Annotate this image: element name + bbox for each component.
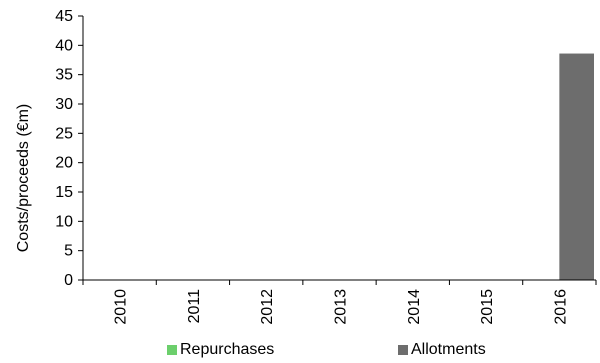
legend-swatch-repurchases — [167, 345, 177, 355]
legend: Repurchases Allotments — [0, 340, 600, 363]
x-tick-label: 2011 — [186, 289, 203, 324]
legend-item-allotments: Allotments — [398, 340, 486, 360]
chart: Costs/proceeds (€m) 0 5 10 15 20 25 30 35 40 45 2… — [15, 8, 597, 325]
y-tick-label: 0 — [64, 272, 73, 289]
x-tick-label: 2016 — [552, 289, 569, 325]
x-tick-label: 2015 — [479, 289, 496, 325]
y-tick-label: 35 — [55, 67, 73, 84]
y-tick-label: 20 — [55, 155, 73, 172]
legend-label-allotments: Allotments — [411, 341, 486, 358]
x-tick-label: 2014 — [406, 289, 423, 325]
y-tick-label: 40 — [55, 37, 73, 54]
bar-allotments-2016 — [559, 53, 594, 281]
x-tick-label: 2013 — [333, 289, 350, 325]
y-tick-label: 30 — [55, 96, 73, 113]
y-tick-label: 5 — [64, 243, 73, 260]
x-tick-label: 2010 — [113, 289, 130, 325]
y-tick-label: 15 — [55, 184, 73, 201]
legend-swatch-allotments — [398, 345, 408, 355]
bars — [559, 53, 594, 281]
y-tick-label: 10 — [55, 213, 73, 230]
x-axis-ticks: 2010 2011 2012 2013 2014 2015 2016 — [82, 280, 597, 325]
y-axis-ticks: 0 5 10 15 20 25 30 35 40 45 — [55, 8, 83, 289]
y-tick-label: 45 — [55, 8, 73, 25]
legend-label-repurchases: Repurchases — [180, 341, 275, 358]
y-tick-label: 25 — [55, 125, 73, 142]
legend-item-repurchases: Repurchases — [167, 340, 274, 360]
x-tick-label: 2012 — [259, 289, 276, 325]
y-axis-label: Costs/proceeds (€m) — [15, 104, 32, 253]
